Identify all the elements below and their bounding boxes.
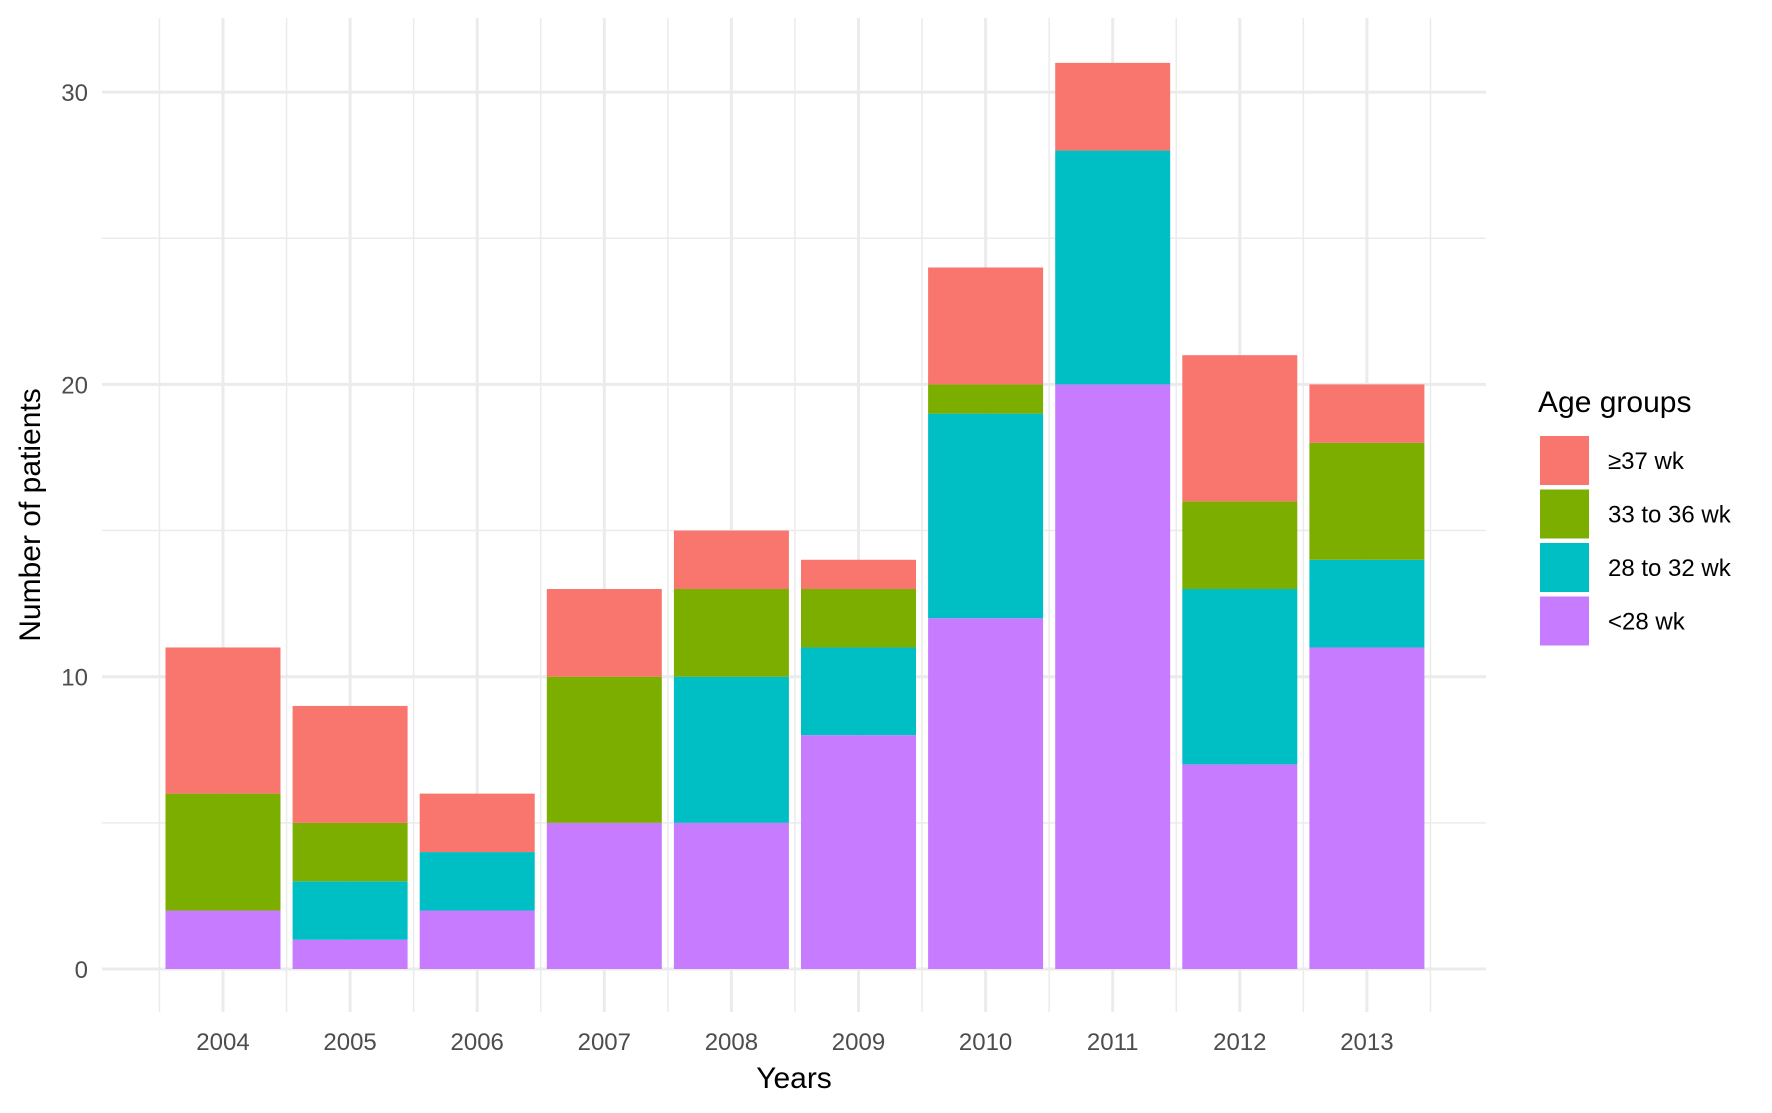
- x-tick-label: 2007: [578, 1029, 631, 1056]
- legend-label: <28 wk: [1608, 609, 1686, 636]
- legend-label: 33 to 36 wk: [1608, 502, 1732, 529]
- y-tick-label: 20: [61, 372, 88, 399]
- y-tick-label: 30: [61, 80, 88, 107]
- x-tick-label: 2013: [1340, 1029, 1393, 1056]
- bar-segment: [546, 822, 662, 969]
- x-tick-label: 2006: [451, 1029, 504, 1056]
- bar-segment: [1055, 384, 1171, 969]
- bar-segment: [165, 793, 281, 911]
- legend-title: Age groups: [1538, 386, 1691, 419]
- bar-segment: [1182, 355, 1298, 502]
- bar-segment: [801, 559, 916, 590]
- bar-segment: [546, 589, 662, 677]
- legend-key: [1540, 436, 1589, 485]
- x-tick-label: 2011: [1087, 1029, 1139, 1056]
- bar-segment: [419, 793, 535, 853]
- bar-segment: [165, 647, 281, 794]
- legend: Age groups ≥37 wk 33 to 36 wk 28 to 32 wk <…: [1538, 386, 1732, 646]
- bar-segment: [1055, 62, 1171, 151]
- legend-key: [1540, 596, 1589, 646]
- x-tick-label: 2010: [959, 1029, 1012, 1056]
- bar-segment: [1055, 150, 1171, 385]
- bar-segment: [928, 413, 1044, 619]
- x-axis-label: Years: [756, 1062, 832, 1095]
- bar-segment: [801, 647, 916, 736]
- legend-label: ≥37 wk: [1608, 448, 1685, 475]
- bar-segment: [292, 705, 408, 823]
- bars: [165, 62, 1425, 969]
- legend-label: 28 to 32 wk: [1608, 555, 1732, 582]
- bar-segment: [928, 267, 1044, 385]
- y-tick-labels: 0 10 20 30: [61, 80, 88, 984]
- bar-segment: [292, 822, 408, 882]
- bar-segment: [673, 589, 789, 677]
- bar-segment: [1309, 647, 1425, 969]
- bar-segment: [801, 735, 916, 969]
- bar-segment: [673, 822, 789, 969]
- bar-segment: [801, 589, 916, 648]
- bar-segment: [1309, 442, 1425, 560]
- y-axis-label: Number of patients: [14, 388, 47, 641]
- bar-segment: [928, 618, 1044, 969]
- bar-segment: [546, 676, 662, 823]
- x-tick-label: 2012: [1213, 1029, 1266, 1056]
- bar-segment: [419, 910, 535, 969]
- x-tick-labels: 2004 2005 2006 2007 2008 2009 2010 2011 2012 2013: [196, 1029, 1393, 1056]
- bar-segment: [1309, 559, 1425, 648]
- bar-segment: [1182, 501, 1298, 590]
- bar-segment: [673, 530, 789, 590]
- y-tick-label: 0: [75, 957, 88, 984]
- x-tick-label: 2009: [832, 1029, 885, 1056]
- legend-key: [1540, 543, 1589, 592]
- bar-segment: [1182, 589, 1298, 765]
- bar-segment: [1182, 764, 1298, 969]
- legend-key: [1540, 489, 1589, 539]
- bar-segment: [292, 881, 408, 940]
- x-tick-label: 2008: [705, 1029, 758, 1056]
- bar-segment: [419, 852, 535, 911]
- bar-segment: [1309, 384, 1425, 443]
- x-tick-label: 2004: [196, 1029, 249, 1056]
- bar-segment: [928, 384, 1044, 414]
- bar-segment: [165, 910, 281, 969]
- x-tick-label: 2005: [323, 1029, 376, 1056]
- y-tick-label: 10: [61, 665, 88, 692]
- bar-segment: [292, 939, 408, 969]
- bar-segment: [673, 676, 789, 823]
